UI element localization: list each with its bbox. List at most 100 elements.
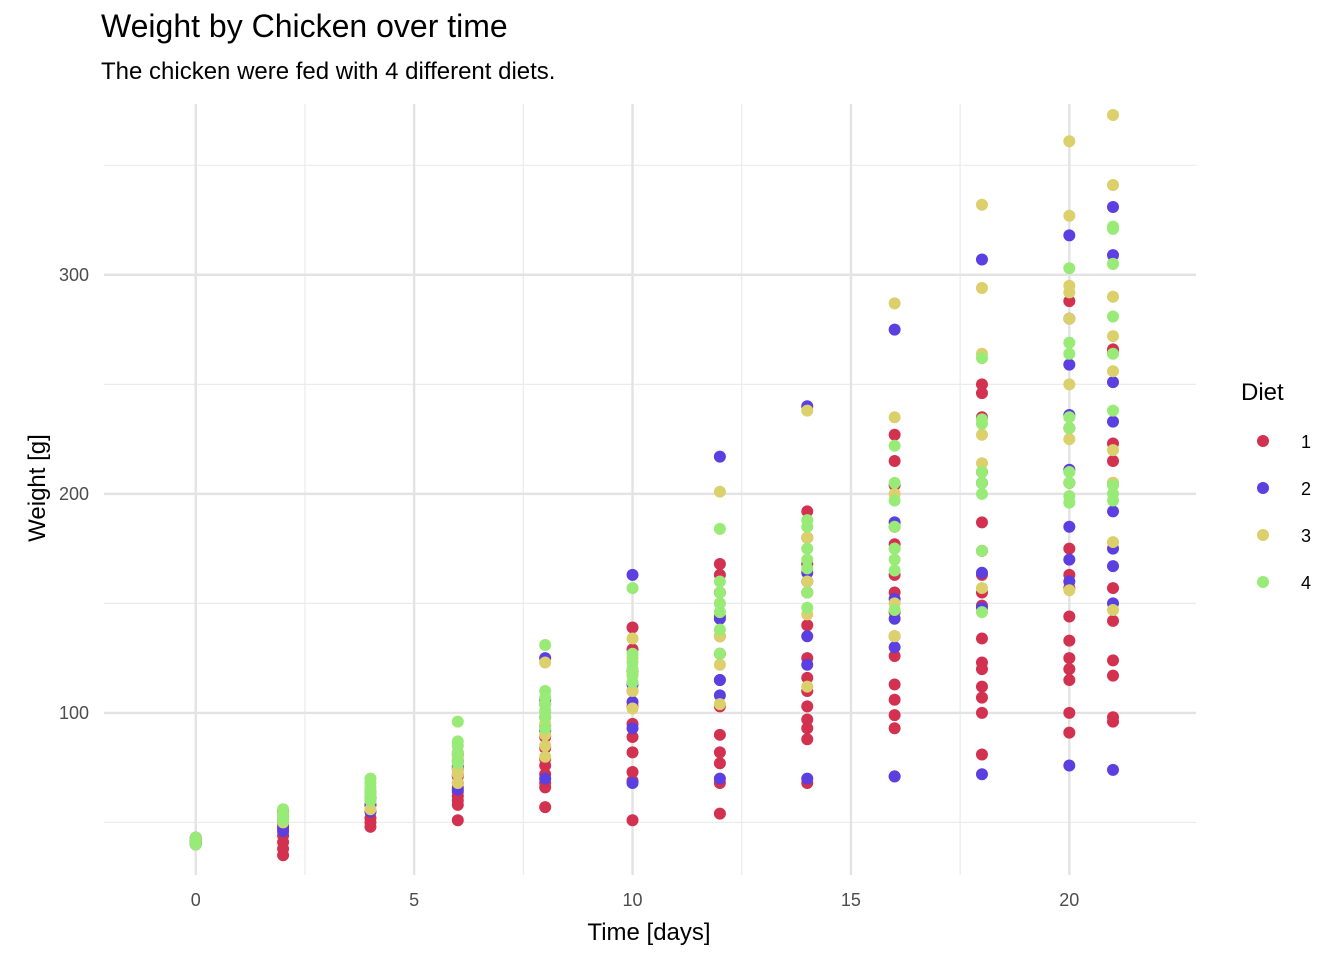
data-point-diet-3 <box>1107 444 1120 457</box>
data-point-diet-4 <box>975 544 988 557</box>
data-point-diet-1 <box>975 378 988 391</box>
data-point-diet-1 <box>801 713 814 726</box>
data-point-diet-3 <box>713 698 726 711</box>
data-point-diet-4 <box>1063 262 1076 275</box>
data-point-diet-2 <box>1063 229 1076 242</box>
data-point-diet-4 <box>888 564 901 577</box>
data-point-diet-2 <box>1063 358 1076 371</box>
data-point-diet-1 <box>888 709 901 722</box>
data-point-diet-3 <box>1063 135 1076 148</box>
data-point-diet-1 <box>626 746 639 759</box>
x-axis-ticks: 0 5 10 15 20 <box>191 890 1080 910</box>
data-point-diet-4 <box>975 487 988 500</box>
data-point-diet-4 <box>801 553 814 566</box>
y-tick-label: 100 <box>59 703 89 723</box>
data-point-diet-3 <box>888 411 901 424</box>
data-point-diet-1 <box>713 557 726 570</box>
data-point-diet-1 <box>801 733 814 746</box>
data-point-diet-2 <box>801 630 814 643</box>
data-point-diet-1 <box>801 722 814 735</box>
data-point-diet-4 <box>888 603 901 616</box>
data-point-diet-4 <box>713 575 726 588</box>
data-point-diet-2 <box>626 568 639 581</box>
data-point-diet-3 <box>1107 290 1120 303</box>
data-point-diet-1 <box>888 722 901 735</box>
data-point-diet-1 <box>975 516 988 529</box>
data-point-diet-1 <box>888 649 901 662</box>
data-point-diet-1 <box>888 693 901 706</box>
data-point-diet-2 <box>975 253 988 266</box>
data-point-diet-3 <box>364 803 377 816</box>
data-point-diet-1 <box>1063 652 1076 665</box>
legend-label-diet-2: 2 <box>1301 479 1311 499</box>
data-point-diet-4 <box>888 542 901 555</box>
data-point-diet-4 <box>1107 479 1120 492</box>
data-point-diet-4 <box>888 553 901 566</box>
data-point-diet-3 <box>801 531 814 544</box>
data-point-diet-4 <box>975 352 988 365</box>
data-point-diet-2 <box>1107 763 1120 776</box>
data-point-diet-1 <box>801 505 814 518</box>
data-point-diet-4 <box>713 647 726 660</box>
data-point-diet-3 <box>1107 179 1120 192</box>
data-point-diet-1 <box>975 748 988 761</box>
legend-key-diet-1 <box>1257 435 1269 447</box>
data-point-diet-2 <box>1063 759 1076 772</box>
data-point-diet-3 <box>801 404 814 417</box>
data-point-diet-3 <box>539 739 552 752</box>
data-point-diet-1 <box>1063 726 1076 739</box>
data-point-diet-2 <box>1063 553 1076 566</box>
data-point-diet-1 <box>975 387 988 400</box>
minor-gridlines <box>104 104 1196 875</box>
data-point-diet-2 <box>1107 560 1120 573</box>
data-point-diet-1 <box>1063 706 1076 719</box>
legend: Diet 1 2 3 4 <box>1241 379 1311 593</box>
data-point-diet-1 <box>539 801 552 814</box>
data-point-diet-1 <box>1107 711 1120 724</box>
data-point-diet-1 <box>1063 542 1076 555</box>
data-point-diet-3 <box>801 575 814 588</box>
data-point-diet-3 <box>975 428 988 441</box>
data-point-diet-3 <box>975 582 988 595</box>
legend-items: 1 2 3 4 <box>1257 432 1311 593</box>
data-point-diet-3 <box>1107 603 1120 616</box>
data-point-diet-2 <box>1107 505 1120 518</box>
data-point-diet-3 <box>713 658 726 671</box>
legend-label-diet-3: 3 <box>1301 526 1311 546</box>
data-point-diet-1 <box>1107 582 1120 595</box>
data-point-diet-4 <box>888 439 901 452</box>
data-point-diet-4 <box>801 601 814 614</box>
data-point-diet-1 <box>975 680 988 693</box>
y-tick-label: 300 <box>59 265 89 285</box>
data-point-diet-1 <box>975 656 988 669</box>
legend-label-diet-1: 1 <box>1301 432 1311 452</box>
x-tick-label: 10 <box>623 890 643 910</box>
data-point-diet-1 <box>713 807 726 820</box>
data-point-diet-3 <box>1107 536 1120 549</box>
data-point-diet-1 <box>1107 654 1120 667</box>
data-point-diet-2 <box>713 772 726 785</box>
chart-subtitle: The chicken were fed with 4 different di… <box>101 58 556 85</box>
data-point-diet-3 <box>888 630 901 643</box>
data-point-diet-3 <box>801 680 814 693</box>
data-point-diet-3 <box>1063 279 1076 292</box>
x-tick-label: 5 <box>409 890 419 910</box>
data-point-diet-4 <box>539 685 552 698</box>
data-point-diet-4 <box>1107 347 1120 360</box>
legend-key-diet-4 <box>1257 576 1269 588</box>
data-point-diet-4 <box>713 606 726 619</box>
data-point-diet-3 <box>539 656 552 669</box>
data-point-diet-2 <box>1063 520 1076 533</box>
data-point-diet-4 <box>626 647 639 660</box>
data-point-diet-4 <box>451 735 464 748</box>
data-point-diet-2 <box>888 770 901 783</box>
data-point-diet-3 <box>1063 209 1076 222</box>
data-point-diet-4 <box>451 715 464 728</box>
data-point-diet-2 <box>1107 249 1120 262</box>
legend-label-diet-4: 4 <box>1301 573 1311 593</box>
data-point-diet-1 <box>451 814 464 827</box>
legend-key-diet-3 <box>1257 529 1269 541</box>
data-point-diet-4 <box>626 582 639 595</box>
data-point-diet-2 <box>975 768 988 781</box>
data-point-diet-2 <box>975 566 988 579</box>
